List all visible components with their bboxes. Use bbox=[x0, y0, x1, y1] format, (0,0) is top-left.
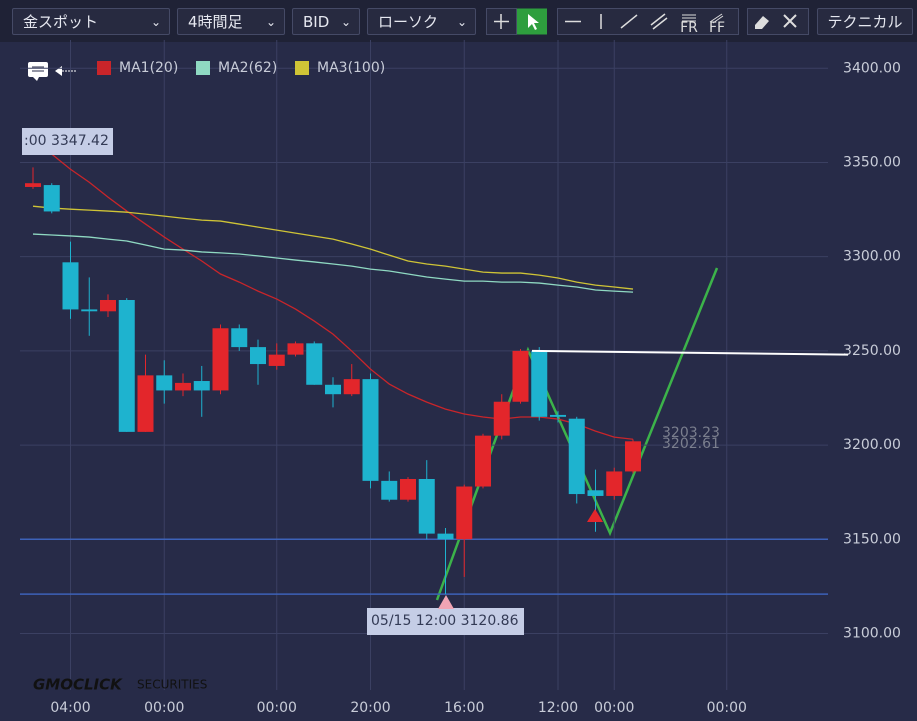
y-tick-label: 3300.00 bbox=[843, 249, 901, 265]
candle-body bbox=[156, 375, 173, 391]
candle-body bbox=[512, 350, 529, 402]
price-type: BID bbox=[303, 13, 330, 31]
cursor-tools[interactable] bbox=[486, 8, 548, 35]
timeframe: 4時間足 bbox=[188, 13, 243, 31]
candle-body bbox=[137, 375, 154, 432]
candle-body bbox=[212, 328, 229, 391]
candle-body bbox=[62, 262, 79, 310]
y-tick-label: 3400.00 bbox=[843, 60, 901, 76]
candle-body bbox=[25, 183, 41, 187]
x-tick-label: 00:00 bbox=[257, 700, 297, 716]
x-tick-label: 00:00 bbox=[707, 700, 747, 716]
legend-swatch bbox=[196, 61, 210, 75]
legend-label: MA2(62) bbox=[218, 60, 277, 76]
chart-style-select[interactable]: ローソク ⌄ bbox=[367, 8, 476, 35]
candle-body bbox=[568, 418, 585, 495]
x-tick-label: 00:00 bbox=[594, 700, 634, 716]
x-tick-label: 04:00 bbox=[50, 700, 90, 716]
candle-body bbox=[193, 381, 210, 391]
high-marker bbox=[587, 509, 603, 522]
candle-body bbox=[325, 384, 341, 395]
candle-body bbox=[362, 379, 379, 481]
candle-body bbox=[381, 480, 398, 500]
legend-icons bbox=[28, 62, 76, 81]
candle-body bbox=[625, 441, 641, 472]
candle-body bbox=[231, 328, 248, 348]
x-tick-label: 20:00 bbox=[350, 700, 390, 716]
candle-body bbox=[100, 300, 116, 312]
moving-average-line bbox=[32, 205, 634, 290]
candle-body bbox=[81, 309, 98, 312]
low-marker bbox=[438, 595, 454, 609]
candle-body bbox=[43, 185, 60, 212]
last-price-label: 3203.23 bbox=[662, 425, 720, 441]
y-tick-label: 3250.00 bbox=[843, 343, 901, 359]
erase-tools[interactable] bbox=[747, 8, 809, 35]
candle-body bbox=[418, 478, 435, 534]
symbol: 金スポット bbox=[23, 13, 99, 31]
candle-body bbox=[175, 382, 191, 391]
low-label: 05/15 12:00 3120.86 bbox=[371, 613, 519, 629]
y-tick-label: 3200.00 bbox=[843, 437, 901, 453]
timeframe-select[interactable]: 4時間足 ⌄ bbox=[177, 8, 285, 35]
technical-button[interactable]: テクニカル bbox=[817, 8, 913, 35]
x-tick-label: 00:00 bbox=[144, 700, 184, 716]
candle-body bbox=[400, 478, 416, 500]
candle-body bbox=[250, 347, 266, 365]
candle-body bbox=[306, 343, 323, 385]
candle-body bbox=[456, 486, 473, 540]
legend-label: MA3(100) bbox=[317, 60, 385, 76]
high-label: :00 3347.42 bbox=[24, 133, 109, 149]
candle-body bbox=[531, 350, 548, 417]
last-price-label: 3202.61 bbox=[662, 436, 720, 452]
low-label-box bbox=[367, 608, 524, 635]
candle-body bbox=[287, 343, 304, 355]
chart-style: ローソク bbox=[378, 13, 439, 31]
price-type-select[interactable]: BID ⌄ bbox=[292, 8, 360, 35]
trend-line bbox=[531, 349, 849, 356]
svg-text:FF: FF bbox=[709, 20, 725, 35]
logo-sub: SECURITIES bbox=[137, 678, 207, 692]
y-tick-label: 3100.00 bbox=[843, 625, 901, 641]
candle-body bbox=[268, 354, 285, 366]
moving-average-line bbox=[32, 233, 634, 293]
legend-swatch bbox=[295, 61, 309, 75]
candle-body bbox=[437, 533, 454, 540]
candle-body bbox=[587, 490, 604, 496]
toolbar: 金スポット ⌄ 4時間足 ⌄ BID ⌄ ローソク ⌄ FR FF テクニカル bbox=[0, 0, 917, 42]
x-tick-label: 12:00 bbox=[538, 700, 578, 716]
candle-body bbox=[550, 414, 566, 417]
symbol-select[interactable]: 金スポット ⌄ bbox=[12, 8, 170, 35]
candle-body bbox=[343, 379, 360, 395]
y-tick-label: 3350.00 bbox=[843, 154, 901, 170]
x-tick-label: 16:00 bbox=[444, 700, 484, 716]
y-tick-label: 3150.00 bbox=[843, 531, 901, 547]
line-tools[interactable]: FR FF bbox=[557, 8, 739, 35]
svg-text:FR: FR bbox=[680, 20, 698, 35]
candle-body bbox=[475, 435, 491, 487]
technical: テクニカル bbox=[827, 13, 903, 31]
candle-body bbox=[606, 471, 623, 496]
moving-average-line bbox=[32, 143, 634, 440]
legend-label: MA1(20) bbox=[119, 60, 178, 76]
legend-swatch bbox=[97, 61, 111, 75]
logo: GMOCLICK bbox=[33, 676, 123, 694]
candle-body bbox=[493, 401, 510, 436]
candle-body bbox=[118, 300, 135, 432]
high-label-box bbox=[22, 128, 113, 155]
